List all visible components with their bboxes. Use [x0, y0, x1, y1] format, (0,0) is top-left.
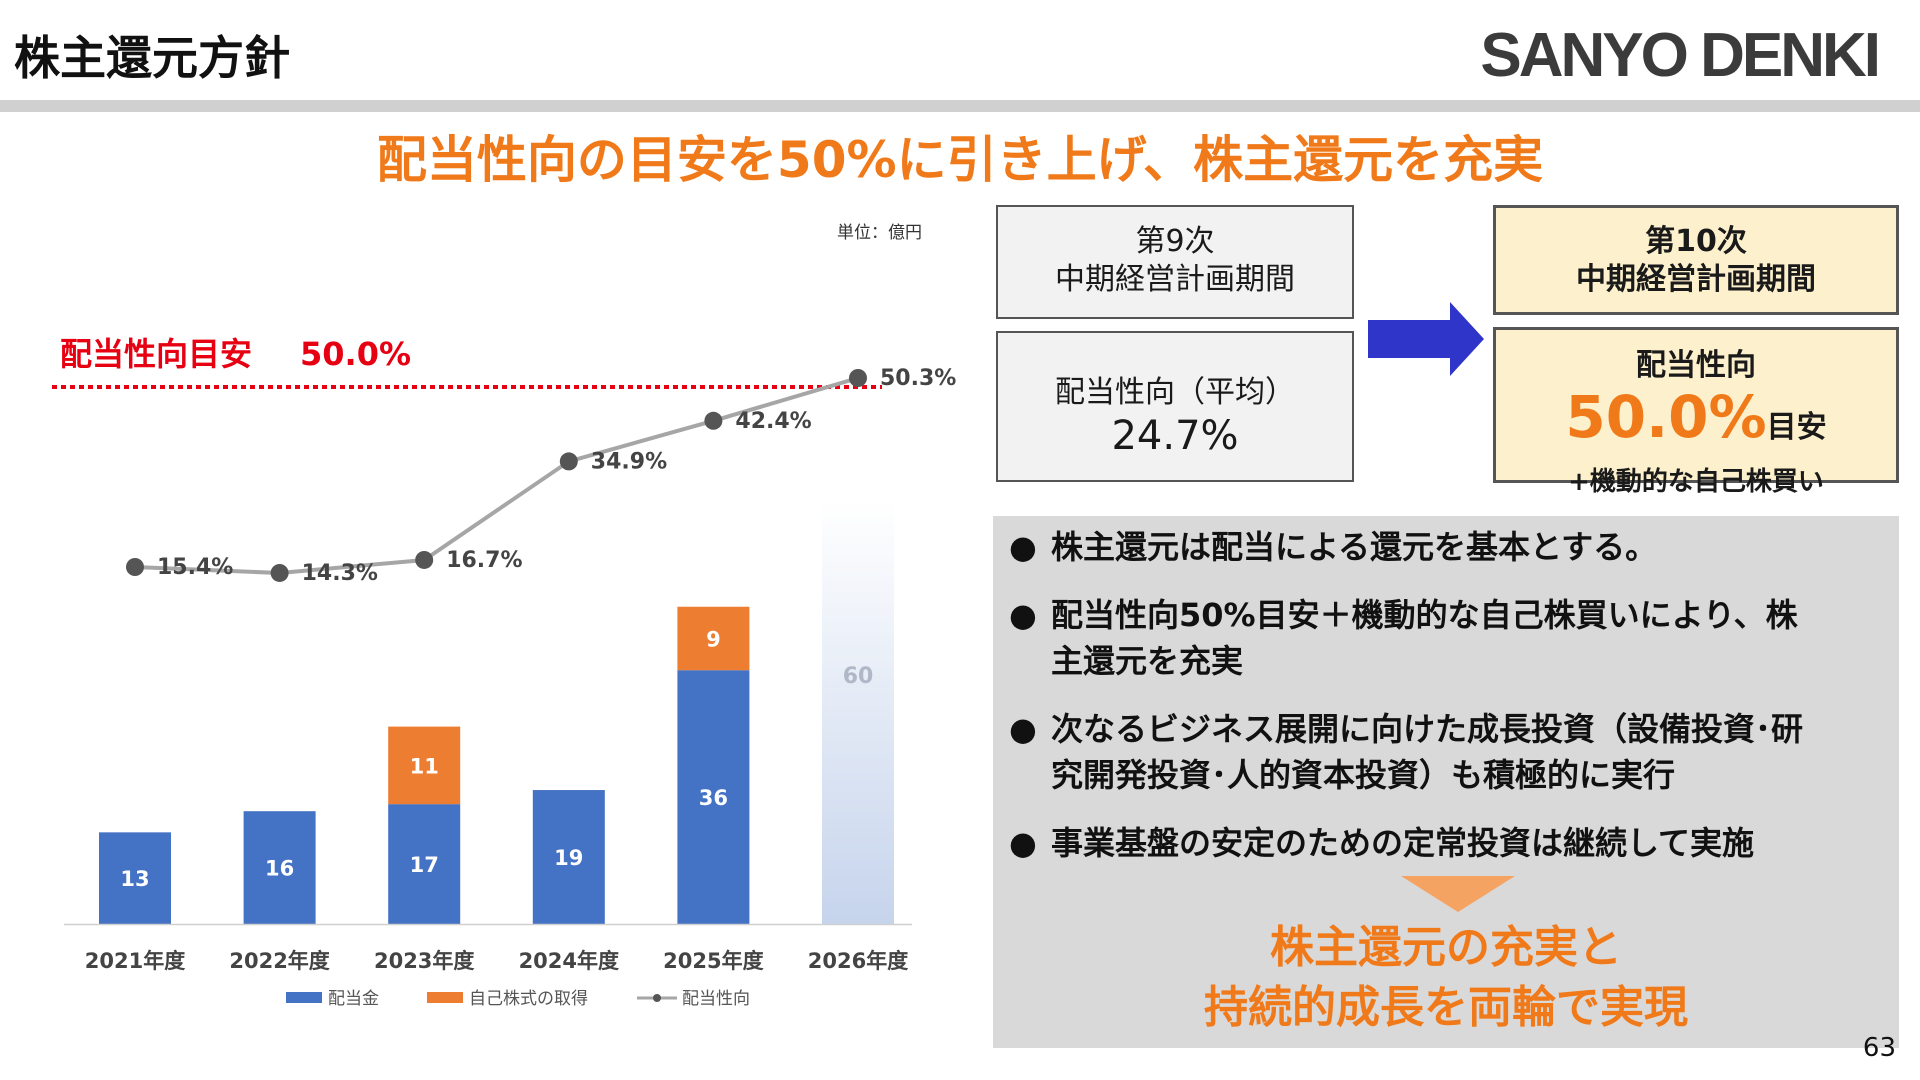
period10-line2: 中期経営計画期間 [1576, 262, 1816, 297]
bar-buyback [388, 726, 461, 805]
legend-dividend-label: 配当金 [328, 989, 379, 1009]
x-tick-label: 2022年度 [229, 949, 329, 973]
bullet-text: 次なるビジネス展開に向けた成長投資（設備投資･研究開発投資･人的資本投資）も積極… [1051, 710, 1804, 794]
bullet-text: 株主還元は配当による還元を基本とする。 [1051, 528, 1658, 566]
period9-box: 第9次 中期経営計画期間 [996, 205, 1354, 319]
right-arrow-icon [1368, 302, 1484, 376]
bar-buyback-label: 11 [410, 754, 439, 778]
conclusion-line1: 株主還元の充実と [1270, 922, 1622, 973]
payout-point [270, 563, 289, 582]
legend-dividend-swatch [286, 992, 322, 1003]
payout-label: 15.4% [157, 555, 233, 580]
policy-target: 50.0%目安 [1496, 384, 1896, 461]
period9-line2: 中期経営計画期間 [1055, 262, 1295, 297]
bar-dividend [388, 804, 461, 924]
bar-dividend [243, 811, 316, 924]
payout-label: 34.9% [591, 449, 667, 474]
payout-label: 50.3% [880, 366, 956, 391]
target-value: 50.0% [300, 335, 411, 373]
bullet-text: 事業基盤の安定のための定常投資は継続して実施 [1051, 824, 1755, 862]
payout-line [134, 376, 859, 576]
avg-payout-box: 配当性向（平均） 24.7% [996, 331, 1354, 482]
policy-target-value: 50.0% [1565, 383, 1767, 451]
period10-box: 第10次 中期経営計画期間 [1493, 205, 1899, 315]
bar-dividend-label: 19 [554, 846, 583, 870]
bullet-text: 配当性向50%目安＋機動的な自己株買いにより、株主還元を充実 [1051, 596, 1798, 680]
slide-title: 株主還元方針 [14, 31, 290, 85]
period10-line1: 第10次 [1645, 224, 1747, 259]
x-tick-label: 2021年度 [85, 949, 185, 973]
bar-dividend-label: 17 [410, 853, 439, 877]
avg-payout-label: 配当性向（平均） [1055, 375, 1295, 410]
legend-buyback-swatch [427, 992, 463, 1003]
bar-buyback [677, 606, 750, 671]
bar-buyback-label: 9 [706, 627, 721, 651]
x-tick-label: 2023年度 [374, 949, 474, 973]
payout-point [559, 452, 578, 471]
payout-point [704, 411, 723, 430]
bar-dividend-label: 16 [265, 857, 294, 881]
bar-dividend [532, 790, 605, 924]
x-tick-label: 2026年度 [808, 949, 908, 973]
target-label: 配当性向目安 [60, 335, 252, 373]
headline: 配当性向の目安を50%に引き上げ、株主還元を充実 [376, 131, 1544, 189]
bar-dividend [677, 670, 750, 924]
payout-label: 16.7% [446, 548, 522, 573]
unit-label: 単位：億円 [837, 223, 922, 243]
header-divider [0, 100, 1920, 112]
projection-bar [822, 501, 894, 924]
down-triangle-icon [1401, 876, 1515, 912]
payout-point [126, 558, 144, 576]
payout-point [415, 550, 434, 569]
bullet-dot-icon: ● [1009, 824, 1037, 862]
policy-panel: ● 株主還元は配当による還元を基本とする。 ● 配当性向50%目安＋機動的な自己株買… [993, 516, 1899, 1048]
bar-dividend [99, 832, 171, 924]
period9-line1: 第9次 [1135, 224, 1215, 259]
legend-payout-label: 配当性向 [682, 989, 750, 1009]
conclusion: 株主還元の充実と 持続的成長を両輪で実現 [993, 918, 1899, 1038]
conclusion-line2: 持続的成長を両輪で実現 [1204, 982, 1688, 1033]
x-tick-label: 2024年度 [519, 949, 619, 973]
bar-dividend-label: 36 [699, 786, 728, 810]
projection-label: 60 [843, 664, 874, 689]
legend-buyback-label: 自己株式の取得 [469, 989, 588, 1009]
legend-payout-marker [653, 994, 661, 1002]
bullet-dot-icon: ● [1009, 528, 1037, 566]
bullet-dot-icon: ● [1009, 710, 1037, 748]
payout-label: 14.3% [302, 561, 378, 586]
payout-label: 42.4% [735, 409, 811, 434]
page-number: 63 [1862, 1033, 1896, 1063]
bullet-dot-icon: ● [1009, 596, 1037, 634]
company-logo: SANYO DENKI [1480, 21, 1881, 90]
shareholder-return-chart: 単位：億円 60 13 16 17 11 19 36 9 2021年度 2022年度 2023年度 20… [52, 223, 956, 1009]
policy-label: 配当性向 [1636, 348, 1756, 383]
x-tick-label: 2025年度 [663, 949, 763, 973]
avg-payout-value: 24.7% [1111, 413, 1239, 459]
bar-dividend-label: 13 [120, 867, 149, 891]
payout-policy-box: 配当性向 50.0%目安 +機動的な自己株買い [1493, 327, 1899, 497]
policy-target-suffix: 目安 [1766, 410, 1827, 445]
payout-point [849, 369, 867, 387]
policy-sub: +機動的な自己株買い [1568, 467, 1824, 497]
